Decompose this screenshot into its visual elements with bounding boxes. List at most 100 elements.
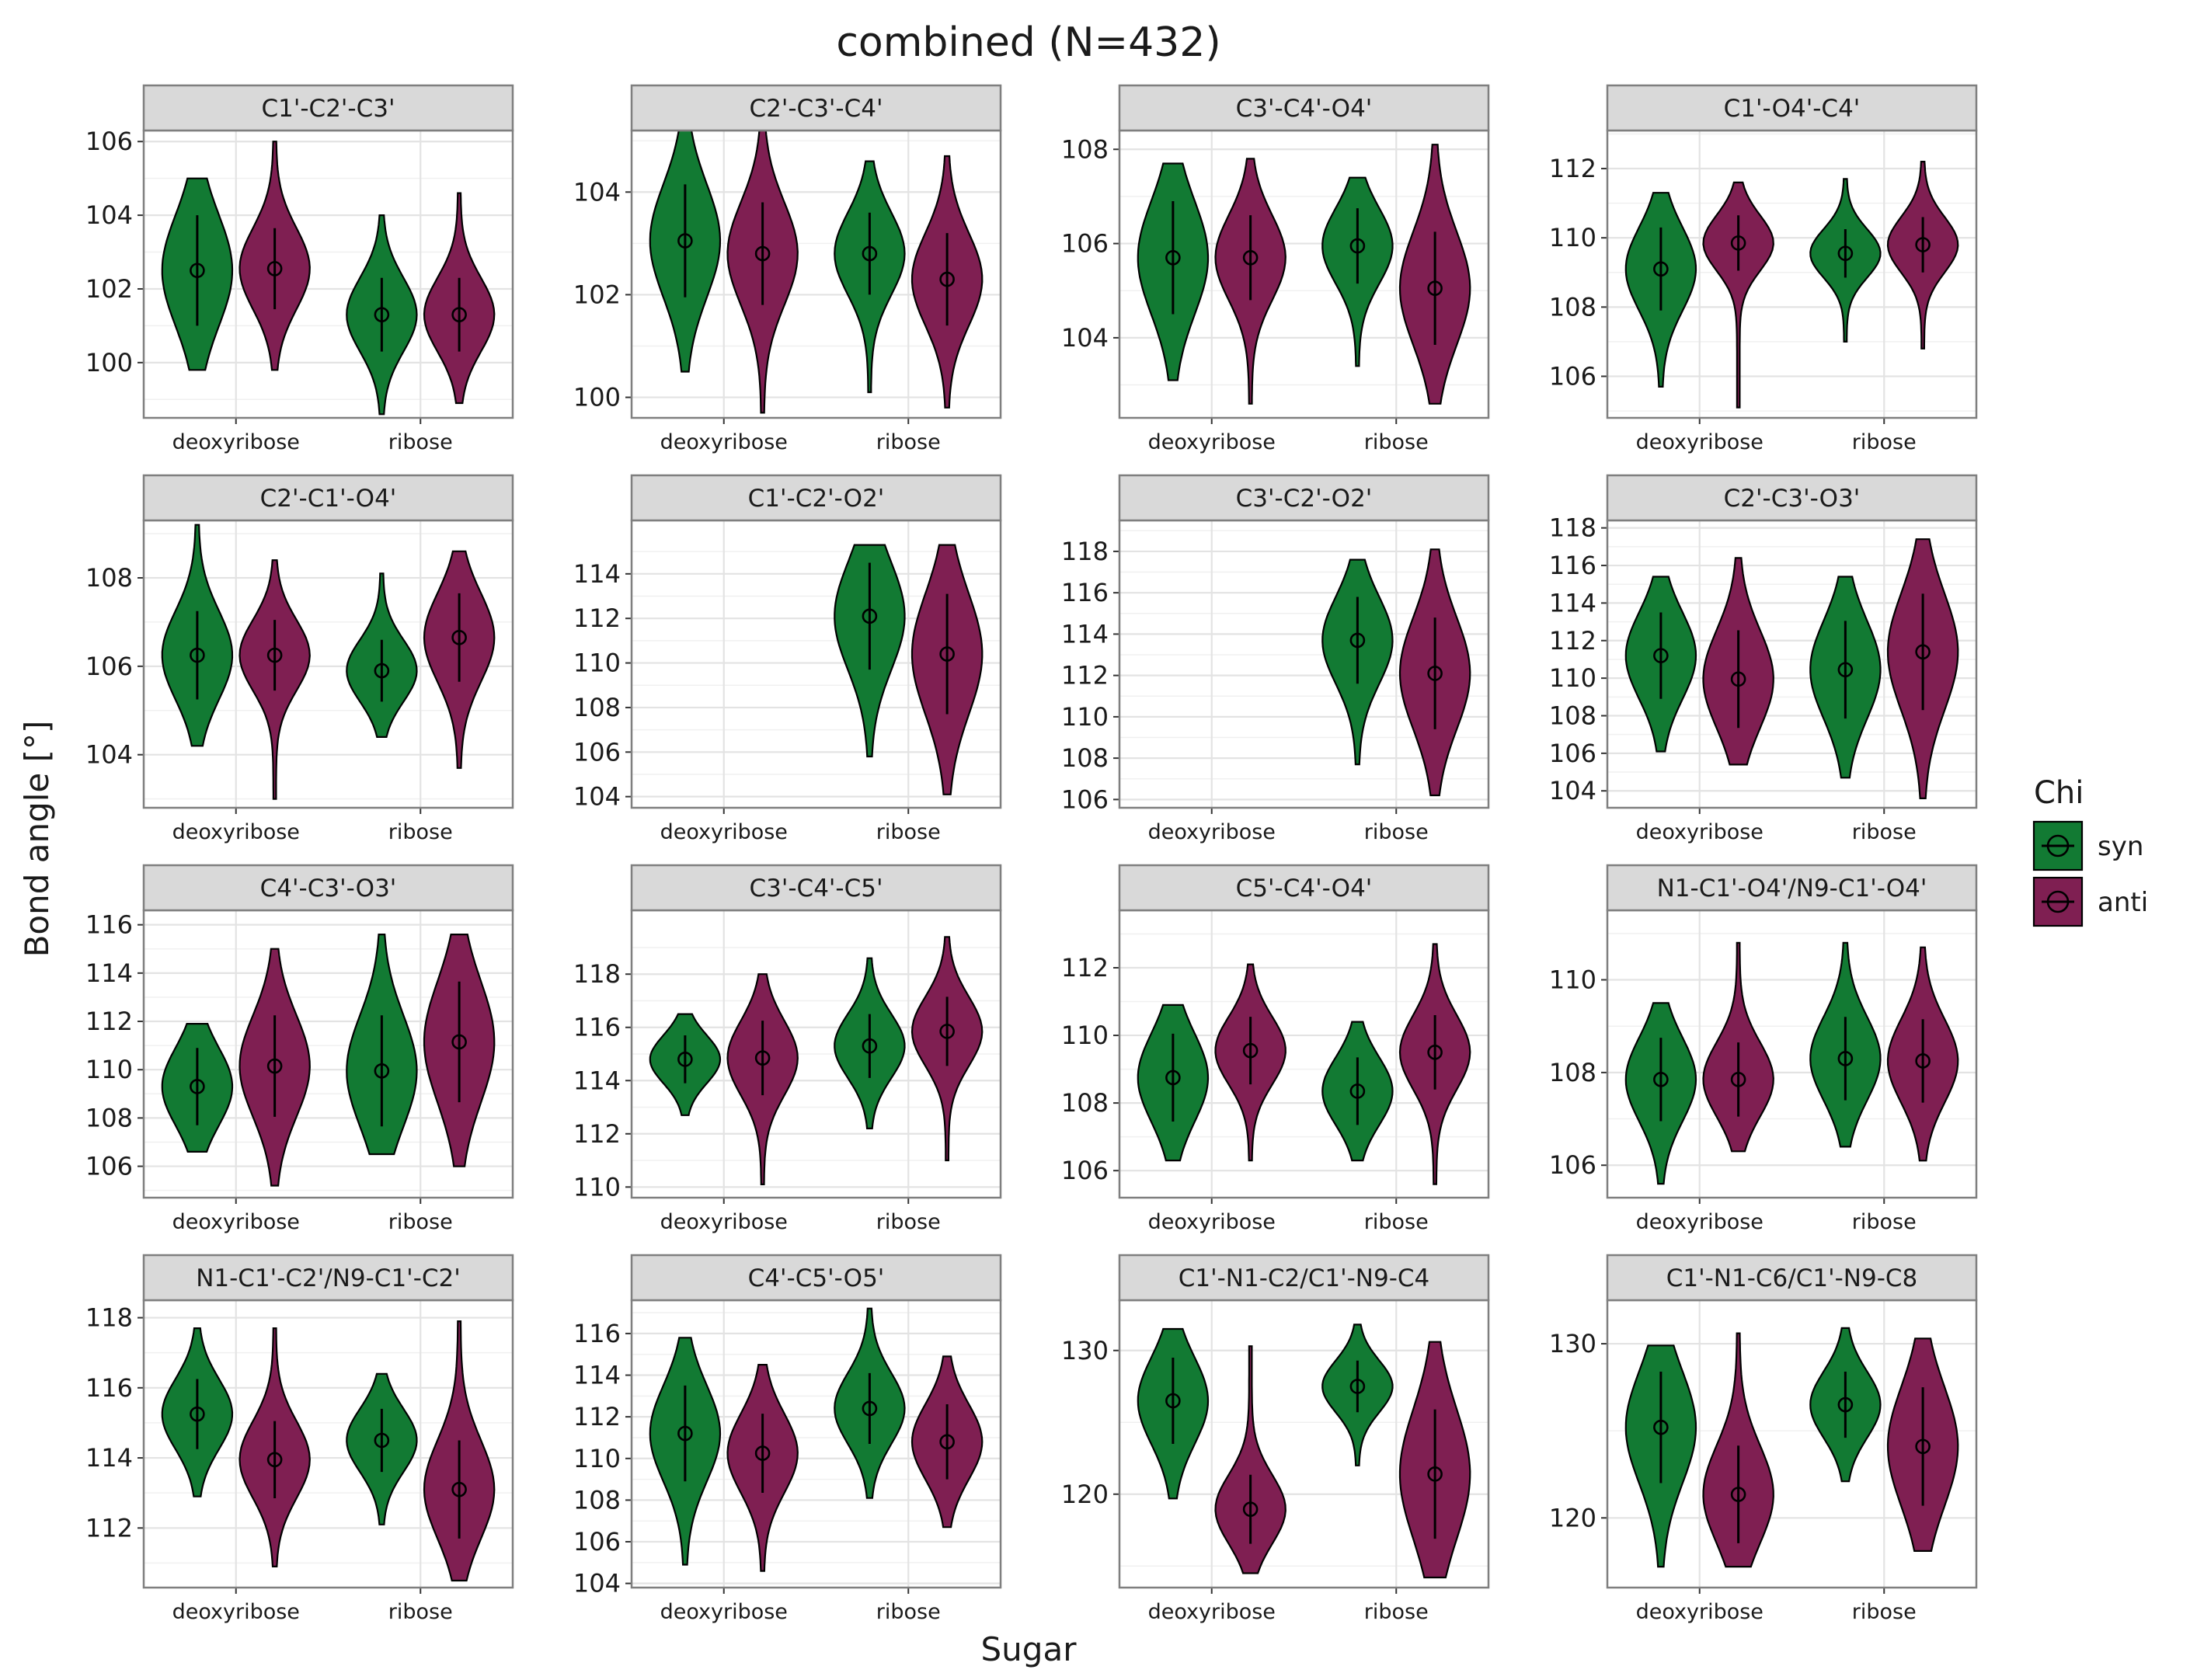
x-tick-label: ribose xyxy=(388,1210,453,1234)
facet-strip-label: C2'-C3'-C4' xyxy=(749,95,883,123)
y-tick-label: 116 xyxy=(85,910,133,940)
mean-point xyxy=(1653,1419,1669,1435)
mean-point xyxy=(1427,1466,1443,1482)
y-tick-label: 100 xyxy=(85,348,133,377)
panel: 112 114 116 118 deoxyribose ribose N1-C1'-C2'/… xyxy=(85,1254,514,1624)
x-tick-label: ribose xyxy=(1364,1210,1429,1234)
x-tick-label: ribose xyxy=(1852,430,1917,454)
mean-point xyxy=(190,1079,205,1094)
y-tick-label: 116 xyxy=(85,1373,133,1403)
y-tick-label: 106 xyxy=(1549,362,1596,391)
y-tick-label: 108 xyxy=(573,1485,621,1515)
mean-point xyxy=(1915,237,1931,252)
facet-strip xyxy=(142,84,514,132)
y-axis-title: Bond angle [°] xyxy=(18,721,56,958)
y-tick-label: 118 xyxy=(85,1303,133,1333)
y-tick-label: 114 xyxy=(573,559,621,589)
facet-strip xyxy=(142,1254,514,1302)
x-tick-label: deoxyribose xyxy=(172,1210,300,1234)
x-tick-label: ribose xyxy=(388,1600,453,1624)
x-tick-label: deoxyribose xyxy=(1636,1600,1763,1624)
panels-group: 100 102 104 106 deoxyribose ribose C1'-C2'-C3'… xyxy=(85,84,1978,1624)
mean-point xyxy=(862,1400,878,1417)
facet-strip xyxy=(630,1254,1002,1302)
y-tick-label: 108 xyxy=(1061,743,1109,773)
mean-point xyxy=(862,245,878,262)
facet-strip-label: C3'-C4'-C5' xyxy=(749,875,883,903)
y-tick-label: 112 xyxy=(1061,661,1109,690)
mean-point xyxy=(677,1052,693,1067)
panel: 100 102 104 106 deoxyribose ribose C1'-C2'-C3' xyxy=(85,84,514,454)
x-tick-label: ribose xyxy=(1852,1600,1917,1624)
y-tick-label: 116 xyxy=(573,1013,621,1042)
mean-point xyxy=(374,1063,390,1079)
x-tick-label: ribose xyxy=(388,820,453,844)
y-tick-label: 110 xyxy=(573,1444,621,1473)
facet-strip xyxy=(630,474,1002,522)
x-tick-label: deoxyribose xyxy=(1636,430,1763,454)
legend-label-syn: syn xyxy=(2098,831,2143,862)
facet-strip xyxy=(1118,864,1490,912)
legend-key-point xyxy=(2046,834,2070,857)
y-tick-label: 114 xyxy=(573,1361,621,1390)
y-tick-label: 112 xyxy=(1061,953,1109,983)
facet-strip-label: C2'-C3'-O3' xyxy=(1724,485,1861,513)
y-tick-label: 104 xyxy=(573,1569,621,1598)
mean-point xyxy=(451,1034,467,1050)
facet-strip-label: C3'-C2'-O2' xyxy=(1236,485,1373,513)
y-tick-label: 110 xyxy=(1549,663,1596,693)
mean-point xyxy=(1349,1083,1366,1099)
panel: 104 106 108 deoxyribose ribose C2'-C1'-O4' xyxy=(85,474,514,844)
mean-point xyxy=(451,1481,467,1497)
mean-point xyxy=(1915,644,1931,660)
x-axis-title: Sugar xyxy=(981,1630,1078,1668)
panel: 106 108 110 deoxyribose ribose N1-C1'-O4'/N9-… xyxy=(1549,864,1978,1234)
legend-key-point xyxy=(2046,890,2070,913)
mean-point xyxy=(1915,1438,1931,1455)
mean-point xyxy=(266,261,283,277)
mean-point xyxy=(1165,249,1181,266)
facet-strip xyxy=(1606,864,1978,912)
x-tick-label: deoxyribose xyxy=(660,1600,788,1624)
x-tick-label: ribose xyxy=(1852,1210,1917,1234)
panel: 120 130 deoxyribose ribose C1'-N1-C2/C1'-N9-… xyxy=(1061,1254,1490,1624)
y-tick-label: 110 xyxy=(573,649,621,678)
panel: 106 108 110 112 114 116 deoxyribose ribose C4'-C… xyxy=(85,864,514,1234)
panel: 120 130 deoxyribose ribose C1'-N1-C6/C1'-N9-… xyxy=(1549,1254,1978,1624)
y-tick-label: 104 xyxy=(85,740,133,770)
x-tick-label: deoxyribose xyxy=(1148,1600,1276,1624)
mean-point xyxy=(451,307,467,322)
panel: 104 106 108 110 112 114 116 118 deoxyribose ribos… xyxy=(1549,474,1978,844)
mean-point xyxy=(939,1024,955,1039)
panel: 104 106 108 110 112 114 116 deoxyribose ribose C4… xyxy=(573,1254,1002,1624)
y-tick-label: 112 xyxy=(573,1402,621,1431)
mean-point xyxy=(677,1425,693,1442)
y-tick-label: 106 xyxy=(1549,1150,1596,1180)
mean-point xyxy=(1165,1070,1181,1086)
y-tick-label: 106 xyxy=(1061,229,1109,259)
y-tick-label: 112 xyxy=(85,1007,133,1036)
y-tick-label: 110 xyxy=(1061,702,1109,732)
mean-point xyxy=(1730,235,1746,251)
mean-point xyxy=(939,646,955,662)
mean-point xyxy=(1653,1072,1669,1087)
mean-point xyxy=(1242,1042,1259,1059)
y-tick-label: 116 xyxy=(1061,578,1109,607)
y-tick-label: 106 xyxy=(1549,739,1596,768)
y-tick-label: 104 xyxy=(1549,776,1596,805)
mean-point xyxy=(754,245,771,262)
y-tick-label: 106 xyxy=(85,1152,133,1181)
mean-point xyxy=(754,1445,771,1461)
y-tick-label: 100 xyxy=(573,383,621,412)
panel: 104 106 108 110 112 114 deoxyribose ribose C1'-C… xyxy=(573,474,1002,844)
x-tick-label: ribose xyxy=(1364,1600,1429,1624)
facet-strip xyxy=(142,474,514,522)
facet-strip-label: C1'-N1-C2/C1'-N9-C4 xyxy=(1179,1264,1430,1292)
x-tick-label: deoxyribose xyxy=(660,1210,788,1234)
facet-strip-label: C1'-C2'-O2' xyxy=(748,485,885,513)
panel: 106 108 110 112 deoxyribose ribose C1'-O4'-C4' xyxy=(1549,84,1978,454)
facet-strip xyxy=(1606,474,1978,522)
y-tick-label: 112 xyxy=(573,603,621,633)
x-tick-label: ribose xyxy=(1852,820,1917,844)
